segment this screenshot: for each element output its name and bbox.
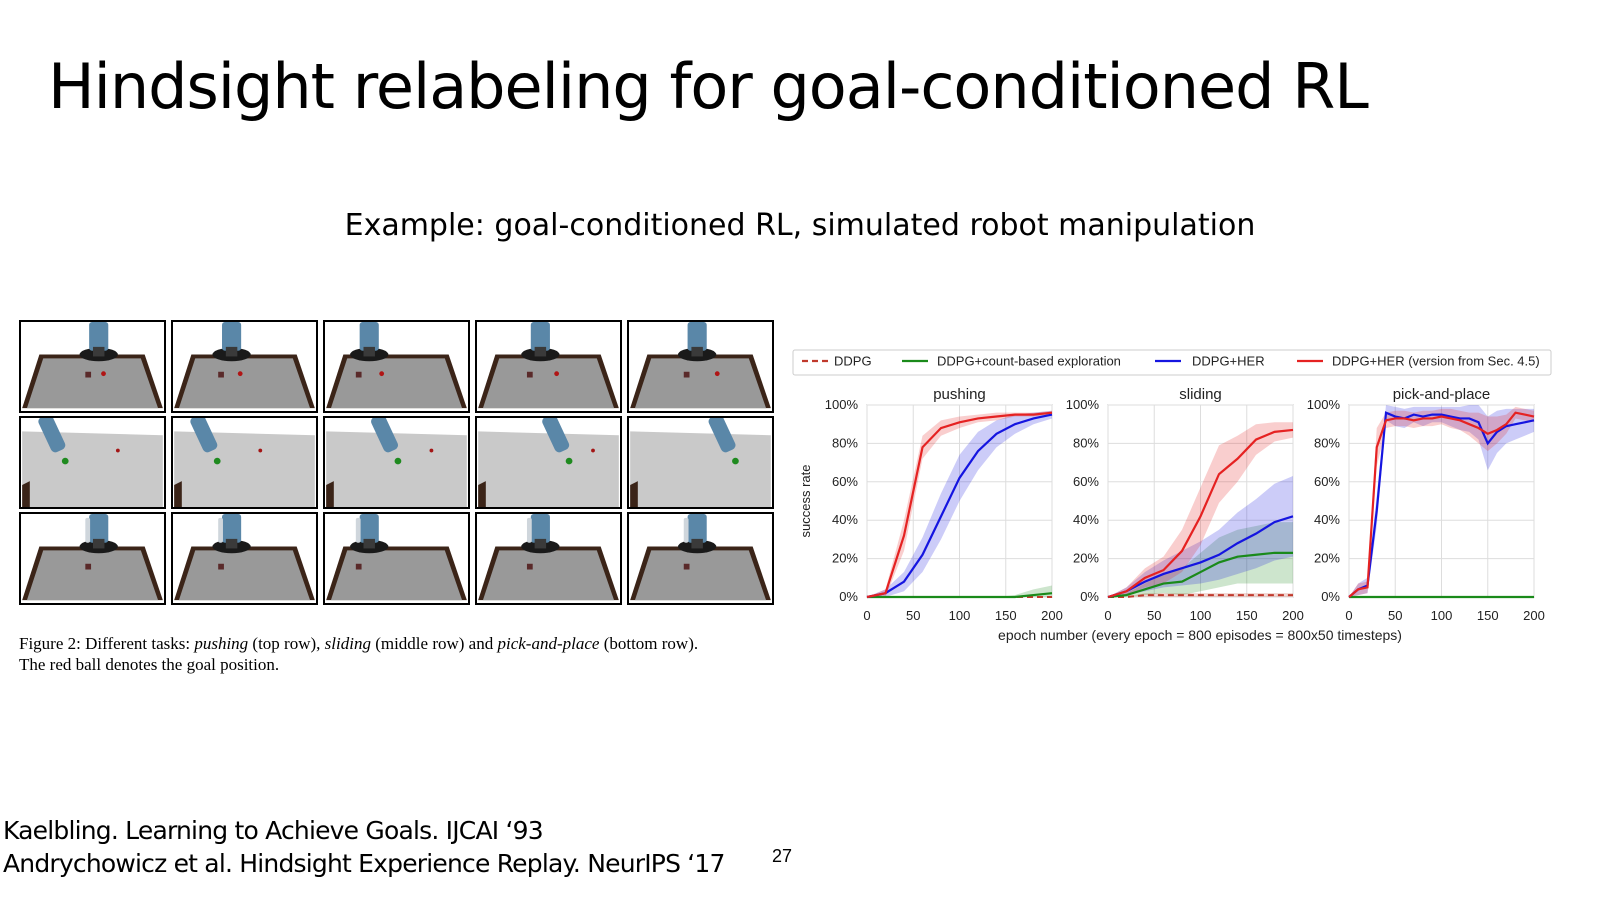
series-line-ddpg-count-based-exploration <box>867 592 1053 599</box>
task-thumbnail-pick-and-place <box>627 512 774 605</box>
series-line-ddpg-her-version-from-sec-4-5- <box>1107 428 1294 599</box>
x-tick-label: 150 <box>1236 608 1258 623</box>
reference-andrychowicz: Andrychowicz et al. Hindsight Experience… <box>3 849 725 878</box>
y-tick-label: 100% <box>825 397 859 412</box>
series-line-ddpg <box>1108 594 1293 598</box>
series-line-ddpg-her-version-from-sec-4-5- <box>866 411 1053 599</box>
figure-caption: Figure 2: Different tasks: pushing (top … <box>19 633 799 675</box>
series-line-ddpg-her <box>866 413 1053 599</box>
results-chart-panel: DDPG DDPG+count-based exploration DDPG+HER… <box>792 340 1560 650</box>
y-tick-label: 100% <box>1066 397 1100 412</box>
series-band-ddpg-her <box>1349 405 1534 597</box>
caption-pick-and-place: pick-and-place <box>497 634 600 653</box>
legend-label: DDPG+HER (version from Sec. 4.5) <box>1332 354 1540 369</box>
task-thumbnail-sliding <box>171 416 318 509</box>
y-tick-label: 40% <box>1073 512 1099 527</box>
x-tick-label: 0 <box>1345 608 1352 623</box>
task-thumbnail-sliding <box>475 416 622 509</box>
references: Kaelbling. Learning to Achieve Goals. IJ… <box>3 814 725 880</box>
results-chart: DDPG DDPG+count-based exploration DDPG+HER… <box>792 349 1552 643</box>
caption-text: (bottom row). <box>599 634 699 653</box>
series-band-ddpg-her-version-from-sec-4-5- <box>1108 422 1293 597</box>
legend-label: DDPG+count-based exploration <box>937 354 1121 369</box>
x-tick-label: 0 <box>1104 608 1111 623</box>
y-tick-label: 80% <box>1073 435 1099 450</box>
task-thumbnail-sliding <box>323 416 470 509</box>
x-axis-label: epoch number (every epoch = 800 episodes… <box>998 627 1402 643</box>
series-band-ddpg-count-based-exploration <box>1108 522 1293 597</box>
task-thumbnail-pick-and-place <box>475 512 622 605</box>
y-tick-label: 20% <box>1314 551 1340 566</box>
x-tick-label: 200 <box>1282 608 1304 623</box>
caption-sliding: sliding <box>324 634 371 653</box>
task-thumbnail-pick-and-place <box>19 512 166 605</box>
panel-title: pick-and-place <box>1393 386 1491 403</box>
series-line-ddpg-her-version-from-sec-4-5- <box>1348 411 1535 598</box>
slide-title: Hindsight relabeling for goal-conditione… <box>48 50 1369 123</box>
x-tick-label: 200 <box>1523 608 1545 623</box>
x-tick-label: 50 <box>1388 608 1402 623</box>
y-tick-label: 60% <box>1073 474 1099 489</box>
slide-subtitle: Example: goal-conditioned RL, simulated … <box>344 208 1256 243</box>
task-thumbnail-sliding <box>19 416 166 509</box>
caption-line-2: The red ball denotes the goal position. <box>19 655 280 674</box>
x-tick-label: 200 <box>1041 608 1063 623</box>
y-tick-label: 0% <box>839 589 858 604</box>
x-tick-label: 100 <box>1431 608 1453 623</box>
task-thumbnail-pushing <box>19 320 166 413</box>
task-thumbnail-pushing <box>171 320 318 413</box>
task-thumbnail-sliding <box>627 416 774 509</box>
x-tick-label: 50 <box>906 608 920 623</box>
series-band-ddpg-her <box>1108 476 1293 597</box>
caption-text: (top row), <box>248 634 325 653</box>
task-thumbnail-pick-and-place <box>171 512 318 605</box>
series-line-ddpg-her <box>1348 411 1535 598</box>
y-tick-label: 0% <box>1321 589 1340 604</box>
caption-text: (middle row) and <box>370 634 498 653</box>
y-tick-label: 20% <box>1073 551 1099 566</box>
x-tick-label: 0 <box>863 608 870 623</box>
y-tick-label: 40% <box>1314 512 1340 527</box>
task-thumbnail-grid <box>19 320 776 605</box>
task-thumbnail-pick-and-place <box>323 512 470 605</box>
series-line-ddpg-her <box>1107 515 1294 599</box>
y-tick-label: 20% <box>832 551 858 566</box>
x-tick-label: 150 <box>1477 608 1499 623</box>
legend-box <box>792 349 1552 376</box>
x-tick-label: 50 <box>1147 608 1161 623</box>
reference-kaelbling: Kaelbling. Learning to Achieve Goals. IJ… <box>3 816 544 845</box>
panel-title: pushing <box>933 386 986 403</box>
y-tick-label: 60% <box>832 474 858 489</box>
legend-label: DDPG+HER <box>1192 354 1265 369</box>
y-tick-label: 0% <box>1080 589 1099 604</box>
task-thumbnail-pushing <box>627 320 774 413</box>
x-tick-label: 100 <box>949 608 971 623</box>
legend-label: DDPG <box>834 354 872 369</box>
panel-title: sliding <box>1179 386 1222 403</box>
y-tick-label: 80% <box>832 435 858 450</box>
y-tick-label: 60% <box>1314 474 1340 489</box>
y-tick-label: 40% <box>832 512 858 527</box>
x-tick-label: 150 <box>995 608 1017 623</box>
x-tick-label: 100 <box>1190 608 1212 623</box>
y-tick-label: 80% <box>1314 435 1340 450</box>
series-line-ddpg-count-based-exploration <box>1107 551 1293 599</box>
task-thumbnail-pushing <box>323 320 470 413</box>
page-number: 27 <box>772 846 793 866</box>
y-axis-label: success rate <box>798 465 813 538</box>
caption-text: Figure 2: Different tasks: <box>19 634 195 653</box>
task-thumbnail-pushing <box>475 320 622 413</box>
y-tick-label: 100% <box>1307 397 1341 412</box>
caption-pushing: pushing <box>194 634 249 653</box>
